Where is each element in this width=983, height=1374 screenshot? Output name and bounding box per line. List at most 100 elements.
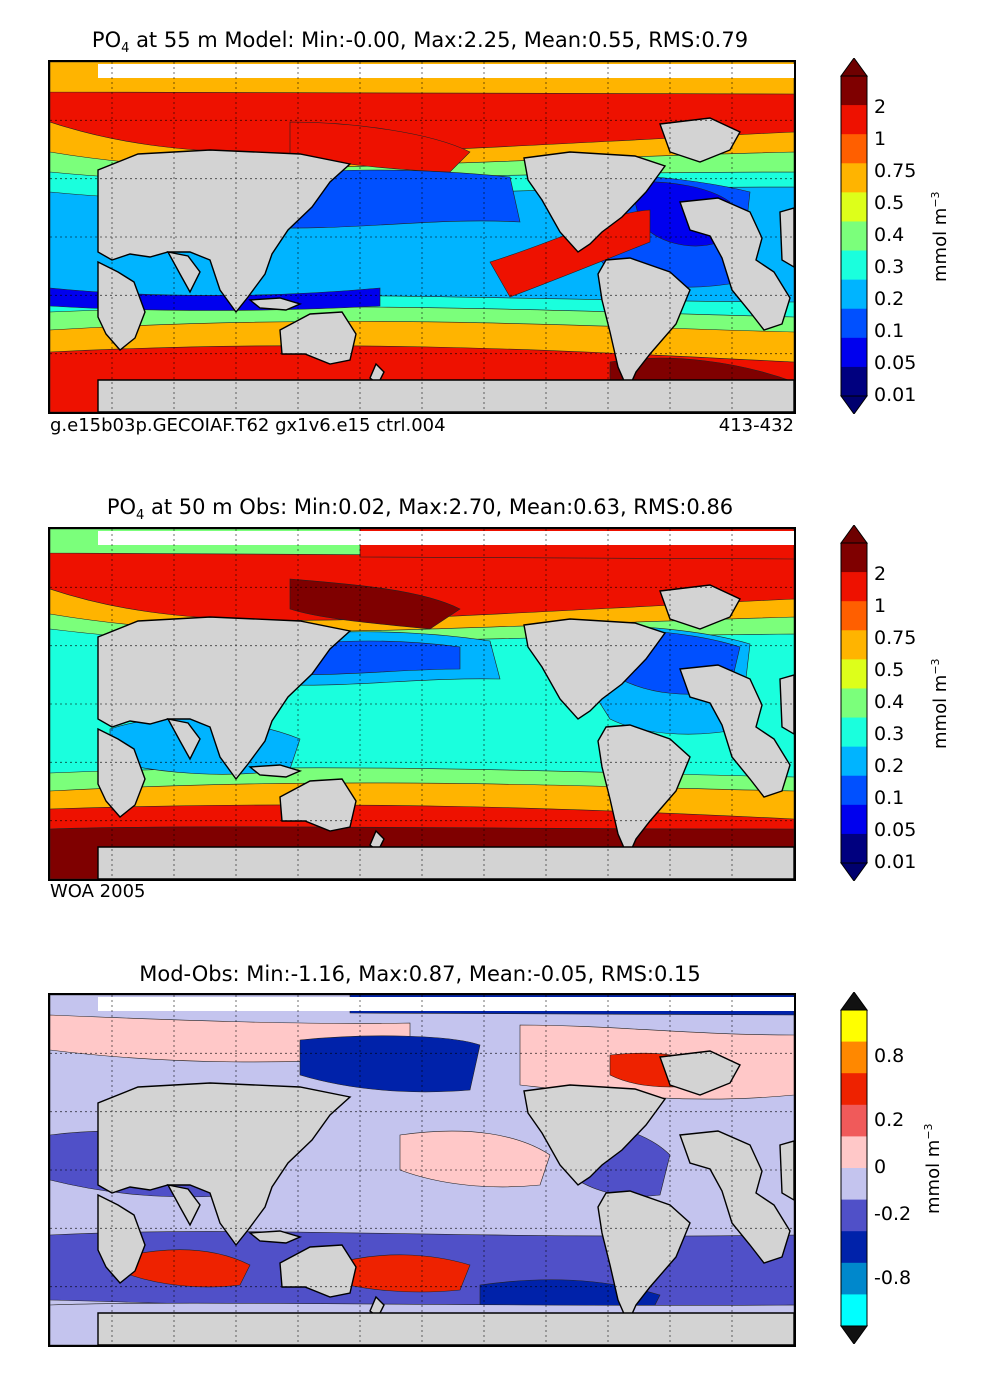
colorbar-tick-label: 0.1 (874, 320, 905, 342)
model-years: 413-432 (718, 415, 794, 436)
colorbar-swatch (841, 221, 867, 252)
land-mask (97, 584, 794, 879)
difference-colorbar (840, 992, 868, 1344)
colorbar-over-arrow (840, 525, 868, 544)
continent (279, 778, 357, 832)
colorbar-swatch (841, 659, 867, 689)
colorbar-tick-label: 0.2 (874, 288, 905, 310)
colorbar-swatch (841, 1262, 867, 1295)
colorbar-under-arrow (840, 1325, 868, 1344)
continent (97, 846, 794, 879)
continent (523, 1084, 667, 1186)
panel3-title: Mod-Obs: Min:-1.16, Max:0.87, Mean:-0.05… (139, 962, 701, 986)
colorbar-tick-label: 0.3 (874, 723, 905, 745)
contour-band (289, 578, 461, 630)
colorbar-tick-label: -0.8 (874, 1266, 912, 1289)
continent (97, 1312, 794, 1345)
colorbar-swatch (841, 572, 867, 602)
continent (679, 664, 791, 798)
model-run-name: g.e15b03p.GECOIAF.T62 gx1v6.e15 ctrl.004 (50, 415, 446, 436)
colorbar-swatch (841, 366, 867, 397)
colorbar-tick-label: 2 (874, 563, 887, 585)
colorbar-under-arrow (840, 395, 868, 414)
contour-band (329, 1254, 471, 1293)
colorbar-swatch (841, 1294, 867, 1327)
obs-field-plot (50, 529, 794, 879)
land-mask (97, 117, 794, 412)
colorbar-under-arrow (840, 862, 868, 881)
continent (523, 151, 667, 253)
concentration-colorbar-model (840, 58, 868, 414)
colorbar-swatch (841, 804, 867, 835)
model-field-plot (50, 62, 794, 412)
obs-map (48, 527, 796, 881)
colorbar-swatch (841, 688, 867, 719)
missing-data-area (98, 997, 794, 1011)
colorbar-swatch (841, 279, 867, 310)
continent (166, 1184, 201, 1227)
continent (248, 764, 303, 778)
colorbar-tick-label: 0.2 (874, 755, 905, 777)
colorbar-swatch (841, 192, 867, 222)
colorbar-swatch (841, 601, 867, 631)
colorbar-tick-label: 2 (874, 96, 887, 118)
colorbar-tick-label: 1 (874, 128, 887, 150)
colorbar-tick-label: 0.05 (874, 819, 917, 841)
colorbar-tick-label: 0.3 (874, 256, 905, 278)
colorbar-tick-label: 0.1 (874, 787, 905, 809)
obs-unit-label: mmol m−3 (929, 658, 951, 749)
continent (279, 1244, 357, 1298)
continent (779, 674, 794, 735)
colorbar-tick-label: 0.8 (874, 1045, 905, 1068)
continent (97, 1193, 146, 1284)
continent (279, 311, 357, 365)
difference-map (48, 993, 796, 1347)
colorbar-tick-label: 1 (874, 595, 887, 617)
colorbar-swatch (841, 308, 867, 339)
graticule (50, 62, 794, 412)
difference-unit-label: mmol m−3 (922, 1123, 944, 1214)
panel1-title: PO4 at 55 m Model: Min:-0.00, Max:2.25, … (91, 28, 749, 57)
colorbar-tick-label: 0.01 (874, 851, 917, 873)
contour-band (299, 1035, 481, 1093)
model-map (48, 60, 796, 414)
colorbar-swatch (841, 746, 867, 777)
continent (248, 297, 303, 311)
missing-data-area (98, 531, 794, 545)
colorbar-tick-label: 0.5 (874, 659, 905, 681)
colorbar-tick-label: 0.5 (874, 192, 905, 214)
colorbar-tick-label: -0.2 (874, 1203, 912, 1226)
continent (679, 197, 791, 331)
difference-field-plot (50, 995, 794, 1345)
continent (779, 1140, 794, 1201)
colorbar-swatch (841, 250, 867, 281)
colorbar-tick-label: 0.4 (874, 691, 905, 713)
continent (779, 207, 794, 268)
colorbar-tick-label: 0.75 (874, 160, 917, 182)
colorbar-swatch (841, 717, 867, 748)
colorbar-tick-label: 0.4 (874, 224, 905, 246)
colorbar-swatch (841, 1231, 867, 1264)
colorbar-swatch (841, 1010, 867, 1043)
colorbar-swatch (841, 775, 867, 806)
continent (523, 618, 667, 720)
continent (166, 718, 201, 761)
contour-band (489, 209, 651, 298)
graticule (50, 529, 794, 879)
missing-data-area (98, 64, 794, 78)
colorbar-swatch (841, 543, 867, 573)
obs-source: WOA 2005 (50, 881, 146, 902)
colorbar-swatch (841, 105, 867, 135)
colorbar-swatch (841, 833, 867, 864)
contour-band (129, 1249, 251, 1288)
colorbar-swatch (841, 1104, 867, 1137)
land-mask (97, 1050, 794, 1345)
continent (97, 260, 146, 351)
colorbar-over-arrow (840, 58, 868, 77)
concentration-colorbar-obs (840, 525, 868, 881)
colorbar-tick-label: 0.05 (874, 352, 917, 374)
colorbar-swatch (841, 1041, 867, 1074)
continent (97, 727, 146, 818)
colorbar-tick-label: 0 (874, 1156, 887, 1178)
model-unit-label: mmol m−3 (929, 191, 951, 282)
